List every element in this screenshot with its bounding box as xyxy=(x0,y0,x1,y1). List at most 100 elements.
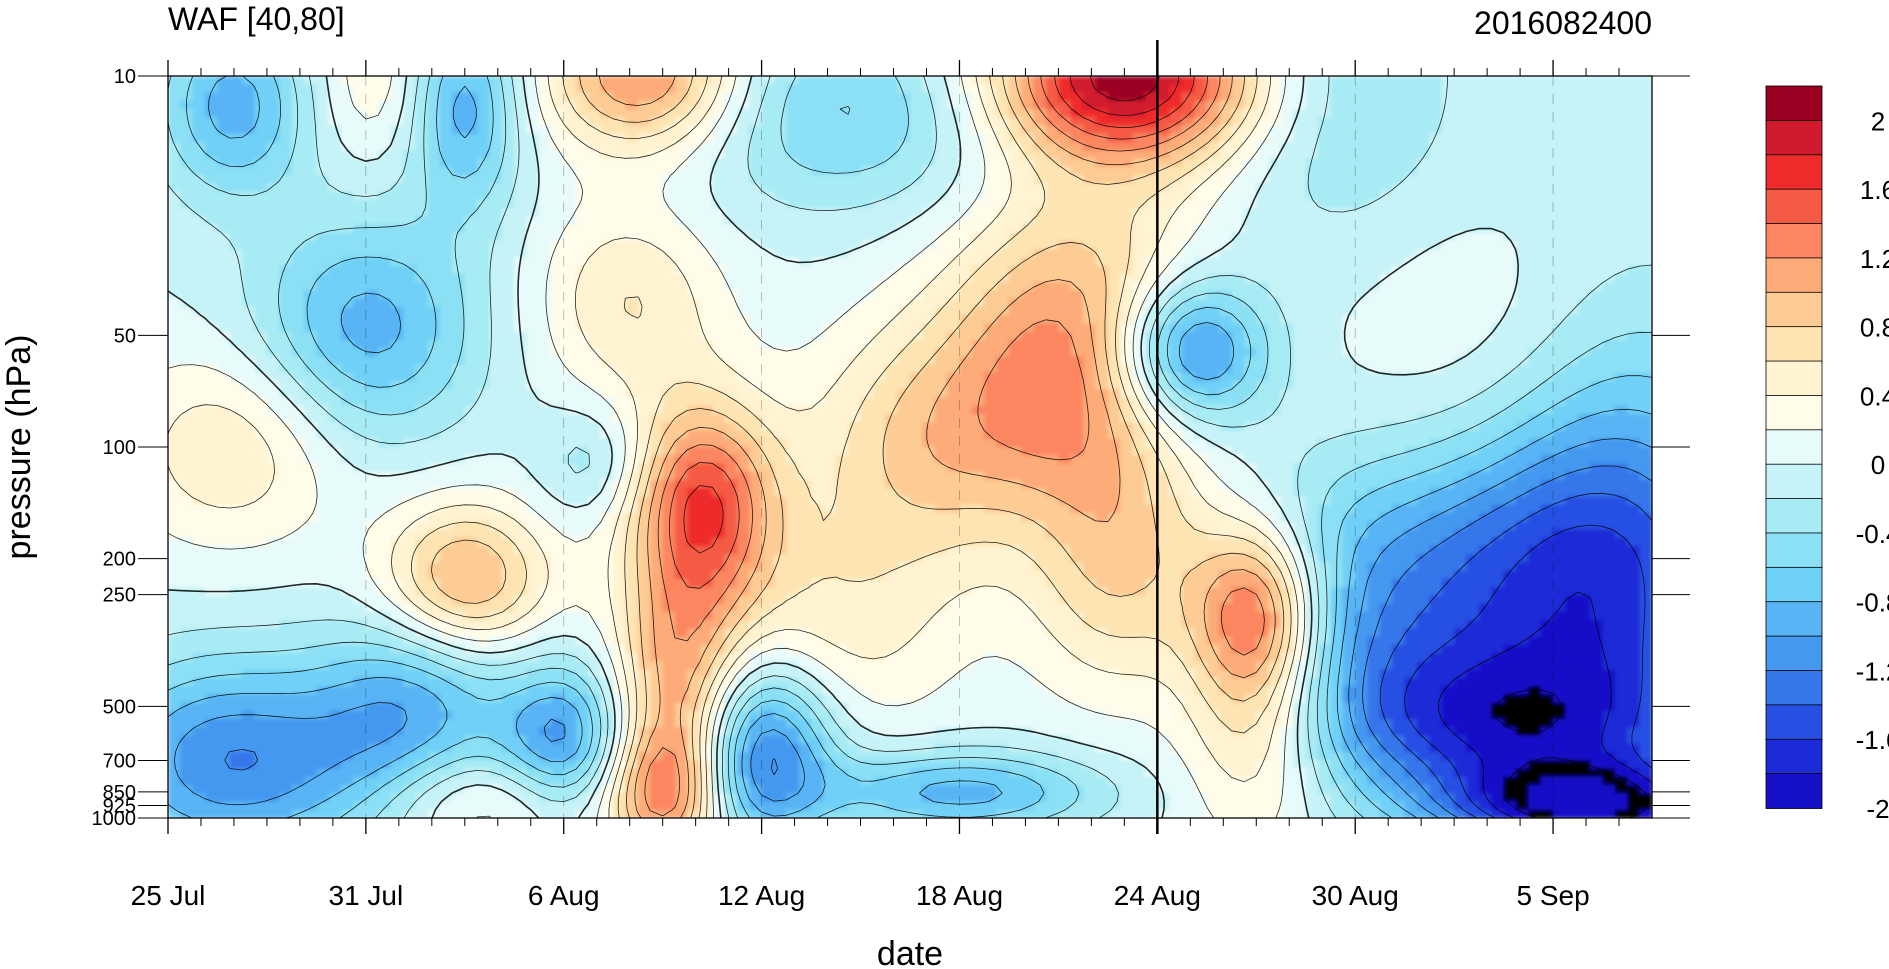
field-cell xyxy=(1293,290,1306,299)
field-cell xyxy=(255,142,268,151)
field-cell xyxy=(477,398,490,407)
field-cell xyxy=(1553,249,1566,258)
field-cell xyxy=(1021,373,1034,382)
field-cell xyxy=(551,167,564,176)
field-cell xyxy=(452,150,465,159)
field-cell xyxy=(452,406,465,415)
field-cell xyxy=(1281,167,1294,176)
field-cell xyxy=(1541,125,1554,134)
field-cell xyxy=(415,109,428,118)
field-cell xyxy=(588,373,601,382)
field-cell xyxy=(1256,233,1269,242)
field-cell xyxy=(786,398,799,407)
field-cell xyxy=(551,356,564,365)
field-cell xyxy=(490,348,503,357)
field-cell xyxy=(366,150,379,159)
field-cell xyxy=(1269,348,1282,357)
field-cell xyxy=(885,175,898,184)
field-cell xyxy=(1565,323,1578,332)
field-cell xyxy=(490,307,503,316)
field-cell xyxy=(1194,282,1207,291)
field-cell xyxy=(650,365,663,374)
field-cell xyxy=(1306,348,1319,357)
field-cell xyxy=(1392,142,1405,151)
field-cell xyxy=(1516,191,1529,200)
field-cell xyxy=(1454,76,1467,85)
field-cell xyxy=(1541,142,1554,151)
field-cell xyxy=(1479,233,1492,242)
field-cell xyxy=(1442,373,1455,382)
field-cell xyxy=(997,406,1010,415)
field-cell xyxy=(873,84,886,93)
field-cell xyxy=(1491,216,1504,225)
field-cell xyxy=(786,315,799,324)
field-cell xyxy=(1565,406,1578,415)
field-cell xyxy=(1207,92,1220,101)
field-cell xyxy=(984,241,997,250)
field-cell xyxy=(502,282,515,291)
field-cell xyxy=(304,315,317,324)
field-cell xyxy=(700,233,713,242)
field-cell xyxy=(786,381,799,390)
field-cell xyxy=(1380,109,1393,118)
field-cell xyxy=(1306,241,1319,250)
field-cell xyxy=(1058,233,1071,242)
field-cell xyxy=(1603,307,1616,316)
field-cell xyxy=(1627,125,1640,134)
field-cell xyxy=(1479,216,1492,225)
field-cell xyxy=(959,175,972,184)
field-cell xyxy=(1479,282,1492,291)
field-cell xyxy=(675,299,688,308)
field-cell xyxy=(1071,76,1084,85)
field-cell xyxy=(527,142,540,151)
field-cell xyxy=(292,101,305,110)
field-cell xyxy=(836,84,849,93)
field-cell xyxy=(1603,241,1616,250)
field-cell xyxy=(1281,76,1294,85)
field-cell xyxy=(638,241,651,250)
field-cell xyxy=(588,101,601,110)
field-cell xyxy=(428,356,441,365)
field-cell xyxy=(1467,365,1480,374)
field-cell xyxy=(465,134,478,143)
field-cell xyxy=(786,299,799,308)
field-cell xyxy=(1182,323,1195,332)
field-cell xyxy=(861,191,874,200)
field-cell xyxy=(230,307,243,316)
field-cell xyxy=(836,92,849,101)
field-cell xyxy=(1293,191,1306,200)
field-cell xyxy=(341,274,354,283)
field-cell xyxy=(1330,406,1343,415)
field-cell xyxy=(1293,200,1306,209)
field-cell xyxy=(873,406,886,415)
field-cell xyxy=(1021,340,1034,349)
field-cell xyxy=(1578,282,1591,291)
field-cell xyxy=(1541,76,1554,85)
field-cell xyxy=(997,125,1010,134)
field-cell xyxy=(601,274,614,283)
field-cell xyxy=(1615,365,1628,374)
field-cell xyxy=(1467,315,1480,324)
field-cell xyxy=(836,414,849,423)
field-cell xyxy=(1170,389,1183,398)
field-cell xyxy=(947,101,960,110)
field-cell xyxy=(1405,158,1418,167)
field-cell xyxy=(1578,323,1591,332)
field-cell xyxy=(551,398,564,407)
field-cell xyxy=(712,109,725,118)
field-cell xyxy=(502,398,515,407)
field-cell xyxy=(1615,249,1628,258)
field-cell xyxy=(823,134,836,143)
field-cell xyxy=(1627,84,1640,93)
field-cell xyxy=(1467,158,1480,167)
field-cell xyxy=(217,348,230,357)
field-cell xyxy=(972,389,985,398)
field-cell xyxy=(1429,257,1442,266)
field-cell xyxy=(341,92,354,101)
field-cell xyxy=(1603,257,1616,266)
field-cell xyxy=(997,183,1010,192)
field-cell xyxy=(811,414,824,423)
field-cell xyxy=(1467,208,1480,217)
field-cell xyxy=(1034,84,1047,93)
field-cell xyxy=(737,92,750,101)
